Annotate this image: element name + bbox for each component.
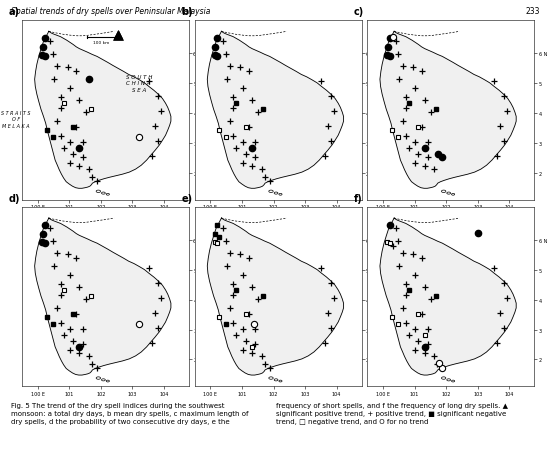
Text: f): f) xyxy=(354,194,363,204)
Text: Fig. 5 The trend of the dry spell indices during the southwest
monsoon: a total : Fig. 5 The trend of the dry spell indice… xyxy=(11,402,249,424)
Text: Spatial trends of dry spells over Peninsular Malaysia: Spatial trends of dry spells over Penins… xyxy=(11,7,210,16)
Text: d): d) xyxy=(9,194,20,204)
Text: 233: 233 xyxy=(526,7,540,16)
Text: a): a) xyxy=(9,7,20,17)
Polygon shape xyxy=(207,32,343,189)
Text: S O U T H
C H I N A
S E A: S O U T H C H I N A S E A xyxy=(126,75,152,93)
Text: 100 km: 100 km xyxy=(93,41,109,44)
Text: b): b) xyxy=(181,7,193,17)
Text: e): e) xyxy=(181,194,192,204)
Text: S T R A I T S
O F
M E L A K A: S T R A I T S O F M E L A K A xyxy=(1,111,30,129)
Polygon shape xyxy=(35,219,171,375)
Text: frequency of short spells, and f the frequency of long dry spells. ▲
significant: frequency of short spells, and f the fre… xyxy=(276,402,507,424)
Polygon shape xyxy=(207,219,343,375)
Text: c): c) xyxy=(354,7,364,17)
Polygon shape xyxy=(380,219,516,375)
Polygon shape xyxy=(35,32,171,189)
Polygon shape xyxy=(380,32,516,189)
